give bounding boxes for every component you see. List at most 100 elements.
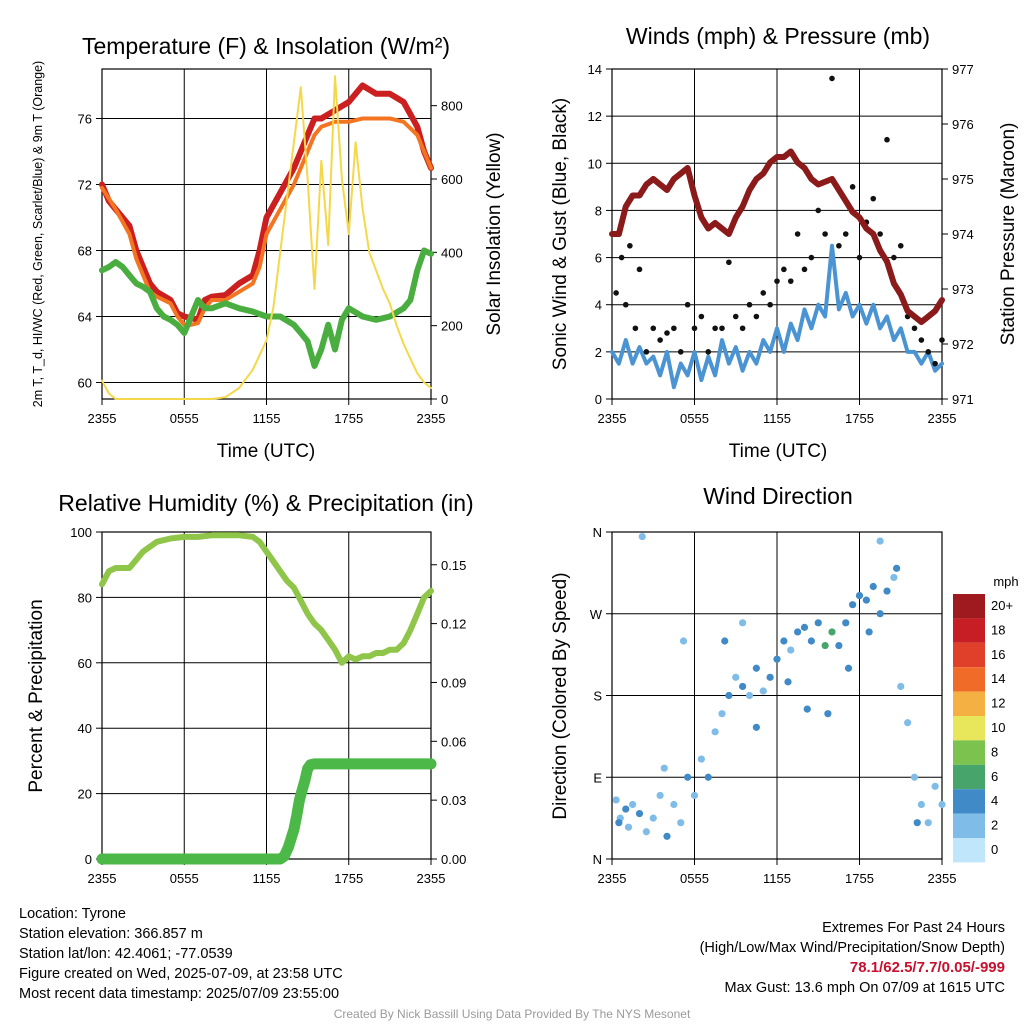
direction-dot: [739, 619, 747, 627]
direction-dot: [752, 664, 760, 672]
direction-dot: [690, 791, 699, 800]
x-tick-label: 0555: [170, 871, 199, 886]
gust-dot: [739, 325, 746, 332]
y2-tick-label: 600: [441, 172, 463, 187]
temperature-ylabel-right: Solar Insolation (Yellow): [484, 132, 505, 335]
humidity-ylabel-left: Percent & Precipitation: [26, 599, 47, 792]
y2-tick-label: 0.06: [441, 734, 466, 749]
direction-dot: [732, 673, 740, 681]
direction-dot: [807, 637, 815, 645]
direction-dot: [721, 637, 729, 645]
gust-dot: [643, 349, 650, 355]
gust-dot: [622, 301, 629, 308]
gust-dot: [698, 313, 705, 320]
direction-dot: [865, 628, 873, 636]
y2-tick-label: 0.00: [441, 852, 466, 867]
direction-legend-title: mph: [993, 574, 1018, 589]
direction-dot: [638, 532, 646, 541]
humidity-line: [99, 532, 434, 666]
y-tick-label: 60: [78, 656, 92, 671]
direction-dot: [759, 687, 767, 695]
legend-swatch: [953, 642, 985, 668]
x-tick-label: 1155: [253, 871, 281, 886]
y-tick-label: 6: [595, 251, 602, 266]
gust-dot: [732, 313, 739, 320]
station-latlon: Station lat/lon: 42.4061; -77.0539: [19, 946, 233, 962]
legend-label: 4: [991, 793, 998, 808]
direction-dot: [656, 791, 664, 800]
gust-dot: [753, 313, 760, 320]
direction-dot: [800, 623, 809, 631]
y-tick-label: 76: [78, 112, 92, 127]
direction-dot: [635, 809, 644, 818]
y2-tick-label: 0: [441, 392, 448, 407]
direction-dot: [660, 764, 668, 772]
direction-dot: [642, 828, 650, 836]
x-tick-label: 1155: [763, 871, 791, 886]
station-location: Location: Tyrone: [19, 906, 126, 922]
direction-dot: [784, 678, 792, 686]
y-tick-label: 68: [78, 244, 92, 259]
y-tick-label: S: [593, 689, 602, 704]
gust-dot: [829, 75, 835, 82]
x-tick-label: 0555: [170, 411, 199, 426]
y-tick-label: 100: [70, 525, 92, 540]
gust-dot: [632, 325, 639, 332]
direction-dot: [649, 814, 657, 822]
x-tick-label: 2355: [417, 411, 446, 426]
y2-tick-label: 972: [952, 337, 974, 352]
winds-title: Winds (mph) & Pressure (mb): [626, 23, 930, 49]
y-tick-label: W: [590, 607, 603, 622]
direction-dot: [612, 796, 620, 804]
direction-dot: [835, 641, 843, 650]
direction-dot: [893, 564, 901, 572]
y-tick-label: 80: [78, 590, 92, 605]
direction-dot: [704, 773, 712, 781]
y-tick-label: E: [593, 770, 602, 785]
humidity-title: Relative Humidity (%) & Precipitation (i…: [58, 490, 473, 516]
legend-swatch: [953, 667, 985, 692]
legend-swatch: [953, 789, 985, 814]
x-tick-label: 2355: [928, 411, 957, 426]
x-tick-label: 2355: [88, 411, 117, 426]
direction-dot: [897, 682, 905, 691]
direction-dot: [849, 601, 857, 609]
gust-dot: [808, 254, 815, 261]
legend-swatch: [953, 838, 985, 863]
direction-dot: [739, 682, 747, 691]
gust-dot: [932, 360, 938, 367]
x-tick-label: 1755: [845, 871, 874, 886]
legend-swatch: [953, 618, 985, 643]
gust-dot: [918, 337, 925, 343]
y2-tick-label: 800: [441, 99, 463, 114]
x-tick-label: 0555: [680, 411, 709, 426]
direction-dot: [684, 773, 692, 781]
gust-dot: [849, 184, 856, 190]
legend-swatch: [953, 691, 985, 716]
plot-frame: [611, 531, 943, 860]
x-tick-label: 1755: [334, 411, 363, 426]
y2-tick-label: 973: [952, 282, 974, 297]
x-tick-label: 1155: [763, 411, 791, 426]
direction-dot: [677, 819, 685, 827]
direction-dot: [828, 628, 836, 636]
gust-dot: [712, 325, 718, 332]
direction-dot: [842, 619, 850, 627]
direction-dot: [855, 591, 864, 600]
gust-dot: [677, 349, 684, 355]
gust-dot: [884, 136, 890, 143]
direction-dot: [869, 582, 877, 591]
pressure-line: [609, 148, 945, 325]
figure-created: Figure created on Wed, 2025-07-09, at 23…: [19, 966, 343, 982]
y-tick-label: N: [593, 852, 602, 867]
direction-dot: [938, 800, 946, 809]
gust-dot: [801, 266, 808, 273]
legend-label: 2: [991, 818, 998, 833]
x-tick-label: 0555: [680, 871, 709, 886]
y-tick-label: N: [593, 525, 602, 540]
direction-dot: [876, 610, 884, 618]
direction-dot: [697, 755, 705, 763]
direction-dot: [904, 719, 912, 727]
direction-title: Wind Direction: [703, 483, 853, 509]
